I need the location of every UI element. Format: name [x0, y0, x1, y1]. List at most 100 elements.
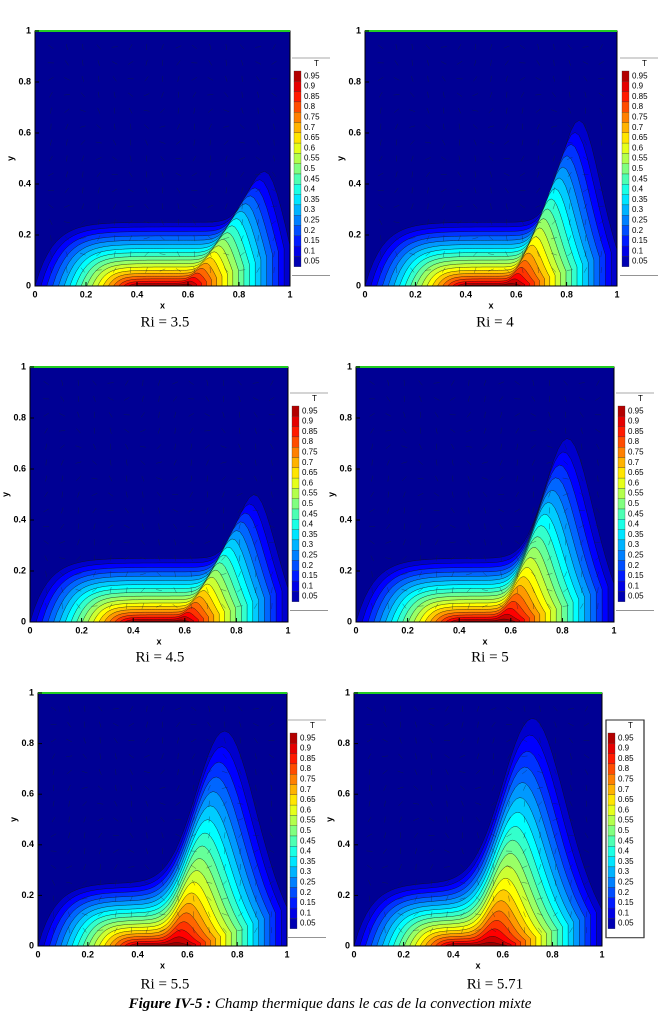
velocity-vector — [82, 43, 84, 50]
velocity-vector — [419, 411, 422, 418]
velocity-vector — [411, 75, 414, 82]
velocity-vector — [521, 107, 524, 114]
velocity-vector — [531, 523, 536, 529]
velocity-vector — [568, 817, 574, 822]
velocity-vector — [569, 927, 573, 933]
velocity-vector — [79, 109, 86, 112]
y-tick-label: 0.2 — [13, 565, 26, 575]
legend-label: 0.2 — [628, 561, 640, 570]
velocity-vector — [520, 155, 525, 162]
velocity-vector — [459, 754, 466, 758]
velocity-vector — [474, 59, 477, 66]
velocity-vector — [236, 493, 243, 496]
velocity-vector — [271, 220, 277, 225]
velocity-vector — [161, 171, 164, 178]
velocity-vector — [600, 123, 602, 130]
velocity-vector — [476, 753, 480, 760]
velocity-vector — [466, 412, 471, 418]
velocity-vector — [461, 848, 464, 855]
x-axis-label: x — [160, 300, 165, 310]
velocity-vector — [531, 459, 535, 466]
velocity-vector — [536, 123, 540, 130]
velocity-vector — [548, 523, 551, 530]
velocity-vector — [67, 848, 72, 854]
velocity-vector — [59, 413, 66, 417]
velocity-vector — [237, 912, 243, 917]
velocity-vector — [553, 43, 555, 50]
velocity-vector — [521, 139, 524, 146]
velocity-vector — [521, 235, 524, 242]
velocity-vector — [368, 800, 371, 807]
velocity-vector — [434, 492, 440, 497]
velocity-vector — [221, 897, 228, 900]
velocity-vector — [599, 171, 604, 178]
velocity-vector — [444, 754, 450, 759]
velocity-vector — [535, 108, 541, 113]
velocity-vector — [144, 76, 149, 82]
velocity-vector — [492, 785, 495, 791]
velocity-vector — [367, 879, 372, 886]
velocity-vector — [208, 187, 213, 193]
velocity-vector — [96, 124, 102, 129]
velocity-vector — [548, 507, 551, 514]
x-tick-label: 0.4 — [447, 949, 460, 959]
velocity-vector — [175, 157, 182, 160]
velocity-vector — [378, 155, 383, 162]
velocity-vector — [48, 77, 54, 81]
velocity-vector — [97, 818, 104, 821]
y-tick-label: 0.4 — [339, 514, 352, 524]
legend-swatch — [291, 498, 300, 510]
velocity-vector — [467, 523, 470, 530]
velocity-vector — [570, 879, 572, 886]
legend-swatch — [621, 153, 630, 164]
velocity-vector — [387, 475, 389, 482]
velocity-vector — [97, 785, 103, 791]
velocity-vector — [98, 895, 102, 902]
velocity-vector — [537, 801, 543, 807]
velocity-vector — [76, 603, 81, 609]
velocity-vector — [597, 459, 599, 466]
velocity-vector — [193, 139, 196, 146]
velocity-vector — [43, 508, 49, 513]
x-tick-label: 0.2 — [75, 625, 88, 635]
velocity-vector — [521, 865, 528, 869]
velocity-vector — [208, 251, 212, 258]
velocity-vector — [209, 267, 211, 274]
panel-caption: Ri = 5 — [471, 649, 509, 665]
y-tick-label: 1 — [345, 687, 350, 697]
velocity-vector — [143, 771, 150, 773]
velocity-vector — [60, 396, 65, 402]
velocity-vector — [238, 555, 241, 562]
velocity-vector — [161, 863, 164, 870]
velocity-vector — [239, 411, 241, 418]
velocity-vector — [473, 251, 478, 257]
velocity-vector — [143, 93, 150, 97]
legend-swatch — [289, 743, 298, 754]
legend-swatch — [289, 732, 298, 744]
velocity-vector — [440, 46, 447, 48]
velocity-vector — [123, 524, 130, 528]
x-axis-label: x — [156, 636, 161, 646]
velocity-vector — [49, 267, 52, 274]
velocity-vector — [224, 219, 229, 225]
velocity-vector — [504, 60, 509, 66]
velocity-vector — [523, 800, 526, 807]
velocity-vector — [383, 785, 387, 791]
velocity-vector — [206, 755, 213, 757]
velocity-vector — [237, 818, 244, 821]
velocity-vector — [108, 539, 113, 546]
velocity-vector — [516, 443, 519, 450]
velocity-vector — [489, 91, 493, 98]
velocity-vector — [220, 445, 227, 448]
velocity-vector — [537, 770, 543, 774]
velocity-vector — [595, 524, 601, 529]
velocity-vector — [564, 523, 567, 530]
velocity-vector — [522, 848, 527, 854]
velocity-vector — [382, 881, 388, 884]
velocity-vector — [224, 92, 229, 98]
x-tick-label: 0.4 — [453, 625, 466, 635]
velocity-vector — [51, 816, 56, 823]
velocity-vector — [456, 205, 463, 207]
velocity-vector — [140, 412, 145, 418]
legend-label: 0.25 — [632, 215, 648, 224]
